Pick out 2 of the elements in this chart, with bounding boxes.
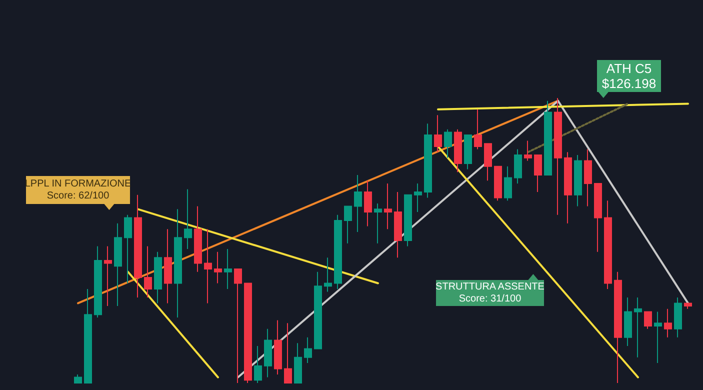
text: ATH C5 $126.198 bbox=[602, 61, 656, 91]
annotation: STRUTTURA ASSENTE Score: 31/100 bbox=[436, 282, 545, 304]
